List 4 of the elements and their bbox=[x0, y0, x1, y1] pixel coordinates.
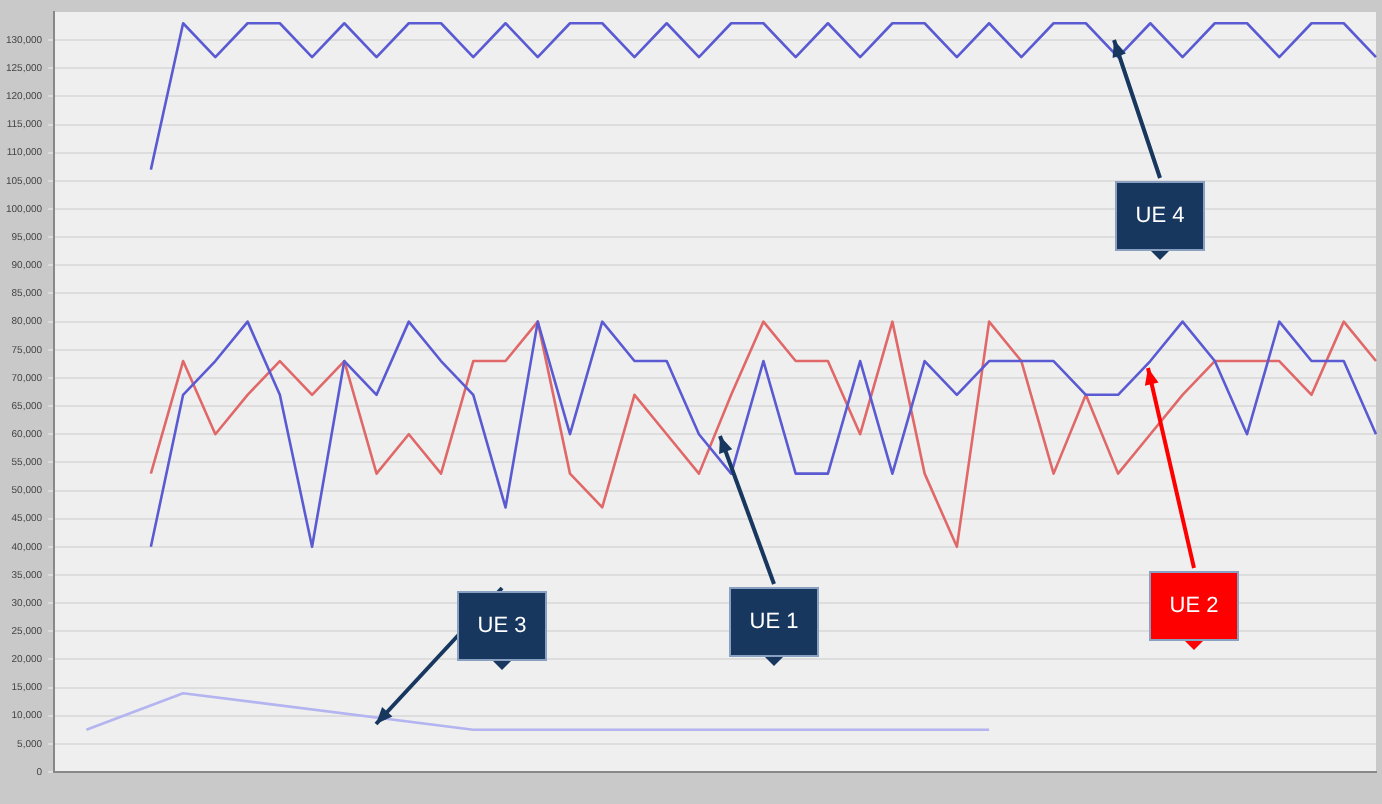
text: UE 1 bbox=[749, 610, 799, 635]
text: UE 3 bbox=[477, 614, 527, 639]
text: UE 4 bbox=[1135, 204, 1185, 229]
text: UE 2 bbox=[1169, 594, 1219, 619]
